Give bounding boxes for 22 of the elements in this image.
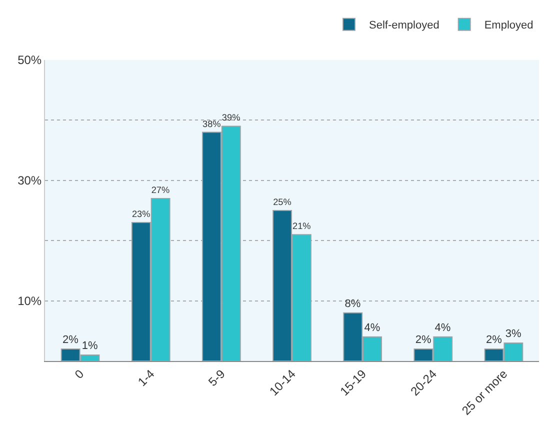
data-label: 39% <box>222 112 240 123</box>
x-tick-label: 0 <box>72 366 87 382</box>
data-label: 1% <box>82 340 98 352</box>
data-label: 2% <box>415 334 432 346</box>
data-label: 4% <box>434 322 451 334</box>
y-tick-label: 50% <box>18 53 42 68</box>
y-tick-label: 10% <box>18 294 42 308</box>
x-tick-label: 1-4 <box>135 366 158 390</box>
data-label: 27% <box>151 184 170 195</box>
data-label: 4% <box>364 322 380 334</box>
legend-label: Employed <box>484 20 534 32</box>
data-label: 25% <box>273 197 292 208</box>
data-label: 23% <box>132 209 150 220</box>
legend-label: Self-employed <box>369 20 440 32</box>
data-label: 2% <box>486 334 502 346</box>
x-tick-label: 5-9 <box>206 366 228 390</box>
y-tick-label: 30% <box>18 174 42 188</box>
data-label: 21% <box>292 221 311 232</box>
data-label: 38% <box>202 118 221 129</box>
data-label: 2% <box>62 334 79 346</box>
data-label: 8% <box>344 298 361 310</box>
data-label: 3% <box>505 328 522 340</box>
